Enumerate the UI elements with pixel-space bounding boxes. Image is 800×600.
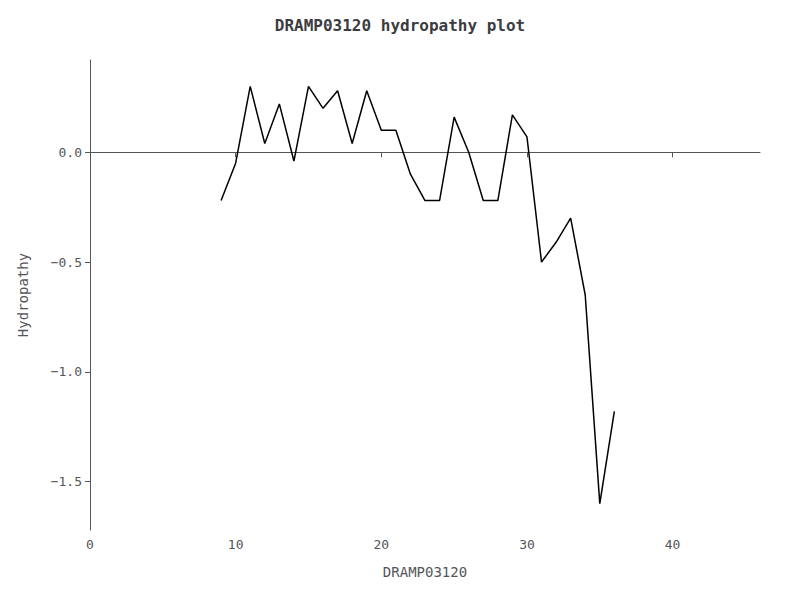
svg-text:DRAMP03120: DRAMP03120 xyxy=(383,564,467,580)
svg-text:40: 40 xyxy=(665,537,681,552)
svg-text:−0.5: −0.5 xyxy=(51,255,82,270)
svg-text:−1.5: −1.5 xyxy=(51,474,82,489)
svg-text:−1.0: −1.0 xyxy=(51,364,82,379)
svg-text:20: 20 xyxy=(373,537,389,552)
svg-text:30: 30 xyxy=(519,537,535,552)
svg-text:Hydropathy: Hydropathy xyxy=(15,253,31,337)
svg-text:DRAMP03120 hydropathy plot: DRAMP03120 hydropathy plot xyxy=(275,16,525,35)
svg-text:0.0: 0.0 xyxy=(59,145,82,160)
svg-text:0: 0 xyxy=(86,537,94,552)
svg-text:10: 10 xyxy=(228,537,244,552)
